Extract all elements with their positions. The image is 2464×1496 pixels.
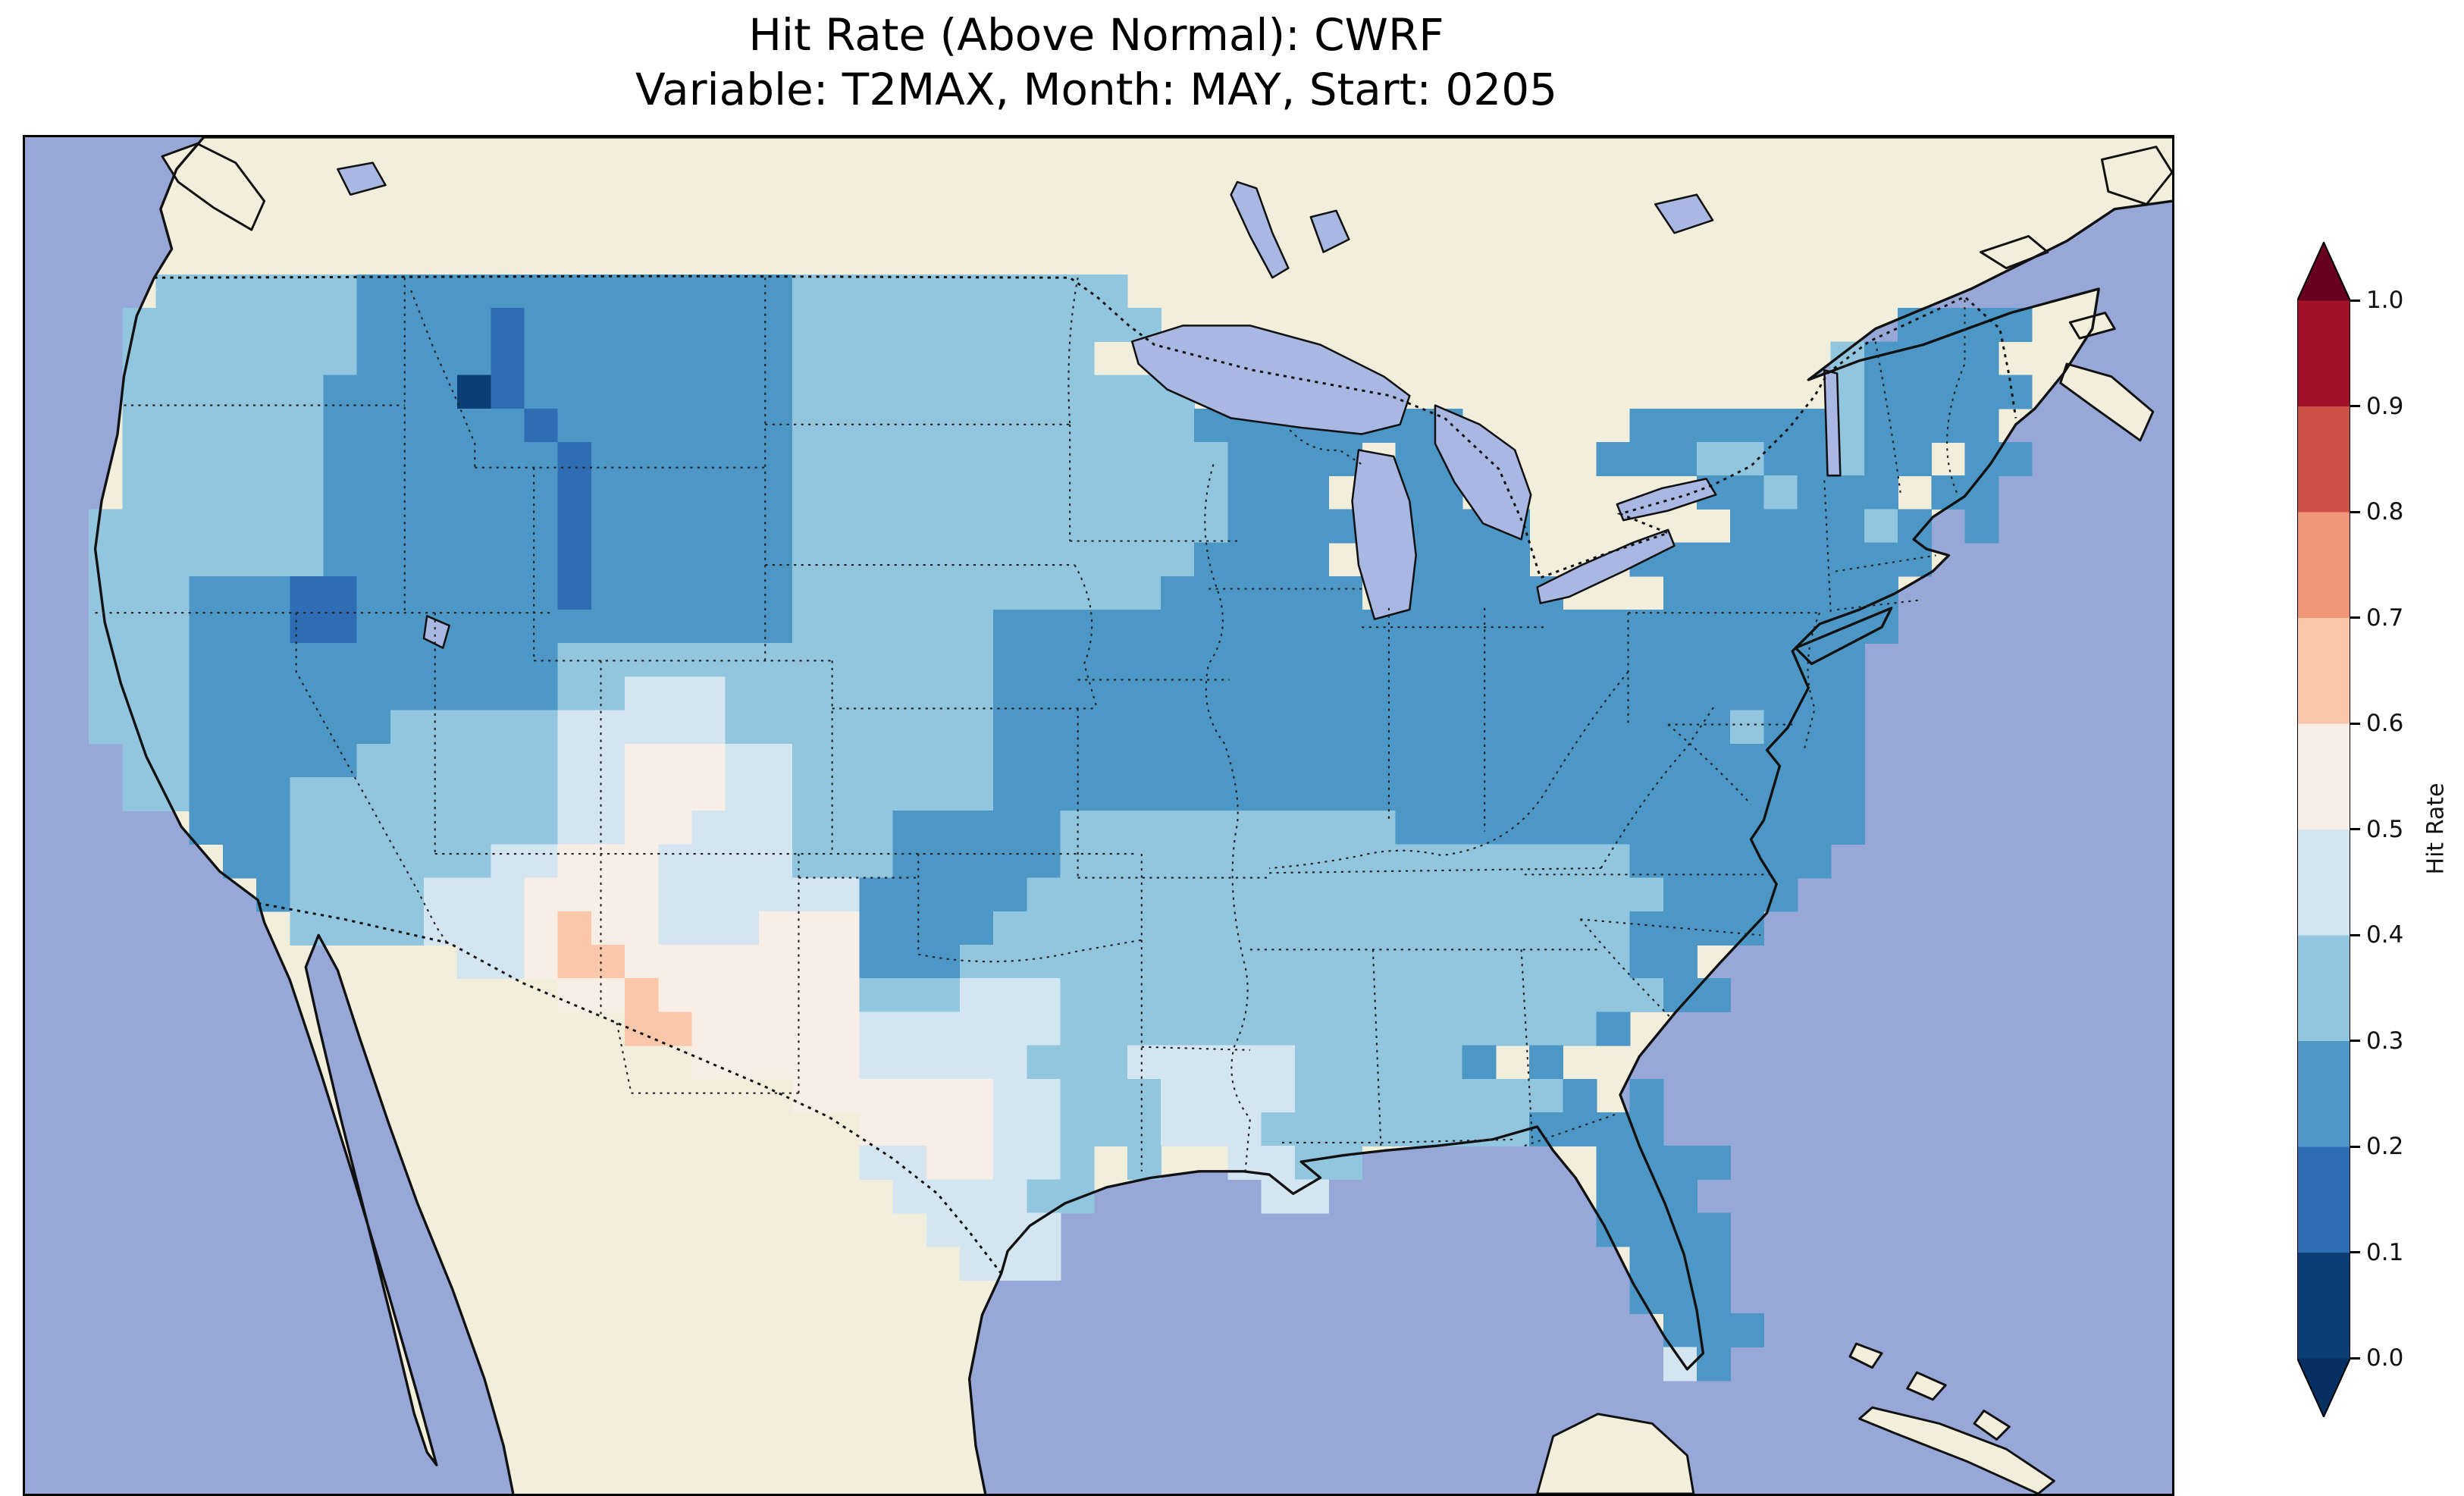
colorbar-tick-mark	[2350, 299, 2360, 302]
colorbar-tick: 1.0	[2350, 287, 2403, 314]
colorbar-tick-value: 0.0	[2366, 1344, 2404, 1372]
lake-michigan	[1351, 449, 1417, 620]
colorbar-tick-mark	[2350, 510, 2360, 513]
figure-title-line2: Variable: T2MAX, Month: MAY, Start: 0205	[635, 64, 1558, 115]
lake-huron	[1434, 404, 1532, 541]
colorbar-tick: 0.8	[2350, 498, 2403, 525]
newfoundland	[2100, 146, 2172, 205]
colorbar-tick-mark	[2350, 1145, 2360, 1148]
canada-lakes	[337, 162, 1714, 279]
bahamas	[1848, 1342, 2011, 1441]
great-salt-lake	[422, 615, 450, 649]
anticosti-island	[1980, 235, 2049, 270]
lake-superior	[1130, 325, 1411, 435]
colorbar-tick-value: 0.4	[2366, 921, 2404, 949]
colorbar-tick: 0.6	[2350, 710, 2403, 737]
colorbar-tick: 0.1	[2350, 1239, 2403, 1266]
colorbar-tick: 0.7	[2350, 604, 2403, 632]
figure-title: Hit Rate (Above Normal): CWRF Variable: …	[23, 8, 2170, 117]
lake-champlain	[1823, 369, 1842, 477]
colorbar-tick-value: 0.7	[2366, 604, 2404, 632]
colorbar-tick-mark	[2350, 616, 2360, 619]
us-mexico-border	[257, 902, 1002, 1275]
colorbar-tick-value: 0.8	[2366, 498, 2404, 525]
map-svg	[25, 137, 2172, 1494]
vancouver-island	[161, 142, 266, 231]
colorbar-tick-value: 0.1	[2366, 1238, 2404, 1266]
coastline	[93, 137, 2172, 1494]
lake-ontario	[1616, 478, 1717, 522]
colorbar-tick-mark	[2350, 933, 2360, 936]
great-lakes	[422, 325, 1842, 649]
colorbar-tick: 0.5	[2350, 816, 2403, 843]
colorbar-tick-mark	[2350, 722, 2360, 725]
colorbar-svg	[2296, 240, 2351, 1419]
colorbar-tick-value: 0.6	[2366, 710, 2404, 737]
colorbar-tick: 0.3	[2350, 1027, 2403, 1055]
state-boundaries	[95, 278, 1966, 1171]
hit-rate-cells	[89, 274, 2033, 1382]
colorbar-tick: 0.4	[2350, 921, 2403, 949]
nova-scotia	[2059, 362, 2155, 442]
colorbar-tick: 0.9	[2350, 393, 2403, 420]
colorbar-ticks: 1.0 0.9 0.8 0.7 0.6 0.5 0.4 0.3 0.2 0.1 0.0	[2350, 287, 2456, 1372]
colorbar-tick-value: 1.0	[2366, 287, 2404, 314]
colorbar-tick-value: 0.9	[2366, 392, 2404, 420]
colorbar-tick: 0.2	[2350, 1133, 2403, 1160]
colorbar-tick-mark	[2350, 1040, 2360, 1042]
colorbar-tick-mark	[2350, 1251, 2360, 1253]
colorbar-tick-value: 0.2	[2366, 1133, 2404, 1160]
colorbar-tick: 0.0	[2350, 1344, 2403, 1372]
colorbar-tick-mark	[2350, 828, 2360, 830]
colorbar-tick-value: 0.3	[2366, 1027, 2404, 1055]
colorbar-label: Hit Rate	[2422, 782, 2450, 875]
colorbar	[2296, 240, 2351, 1419]
map-panel	[23, 135, 2174, 1496]
figure-title-line1: Hit Rate (Above Normal): CWRF	[748, 9, 1444, 61]
lake-erie	[1536, 528, 1676, 604]
islands	[161, 142, 2172, 1494]
colorbar-tick-mark	[2350, 1356, 2360, 1360]
colorbar-tick-value: 0.5	[2366, 815, 2404, 843]
colorbar-tick-mark	[2350, 405, 2360, 407]
